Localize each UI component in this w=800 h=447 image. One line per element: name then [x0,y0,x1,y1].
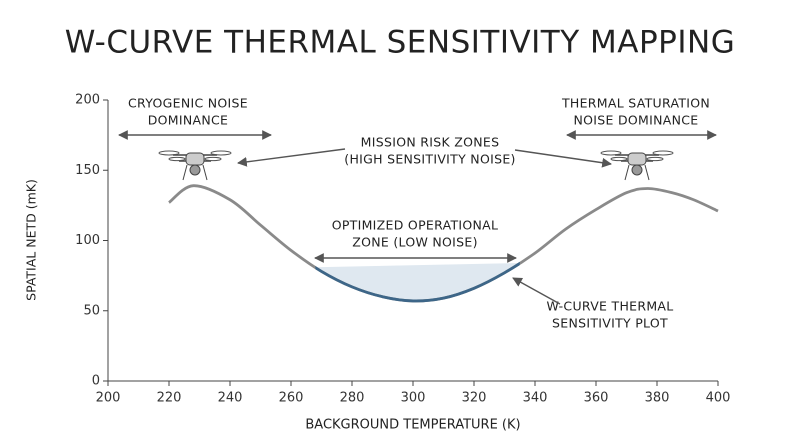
annotation: ZONE (LOW NOISE) [352,235,478,250]
drone-icon [158,150,232,181]
x-tick-label: 360 [584,391,609,406]
x-axis-label: BACKGROUND TEMPERATURE (K) [305,418,520,433]
y-tick-label: 200 [75,93,100,108]
x-tick-label: 300 [401,391,426,406]
annotation: (HIGH SENSITIVITY NOISE) [344,152,515,167]
arrow [512,277,561,305]
y-axis-label: SPATIAL NETD (mK) [24,179,39,301]
annotation: NOISE DOMINANCE [574,113,699,128]
y-tick-label: 50 [83,303,100,318]
annotation: SENSITIVITY PLOT [552,316,668,331]
x-tick-label: 220 [157,391,182,406]
y-tick-label: 150 [75,163,100,178]
x-tick-label: 340 [523,391,548,406]
y-tick-label: 0 [92,374,100,389]
x-tick-label: 380 [645,391,670,406]
y-tick-label: 100 [75,233,100,248]
x-tick-label: 240 [218,391,243,406]
chart-title: W-CURVE THERMAL SENSITIVITY MAPPING [65,25,735,61]
annotation: W-CURVE THERMAL [546,299,673,314]
zone-line [315,261,520,303]
x-tick-label: 320 [462,391,487,406]
annotation: OPTIMIZED OPERATIONAL [332,218,499,233]
annotation: MISSION RISK ZONES [361,135,500,150]
drone-icon [600,150,674,181]
x-tick-label: 260 [279,391,304,406]
x-tick-label: 400 [706,391,731,406]
annotation: DOMINANCE [148,113,229,128]
annotation: THERMAL SATURATION [561,96,710,111]
annotation: CRYOGENIC NOISE [128,96,248,111]
x-tick-label: 200 [96,391,121,406]
arrow [514,149,612,168]
arrow [237,148,346,167]
x-tick-label: 280 [340,391,365,406]
